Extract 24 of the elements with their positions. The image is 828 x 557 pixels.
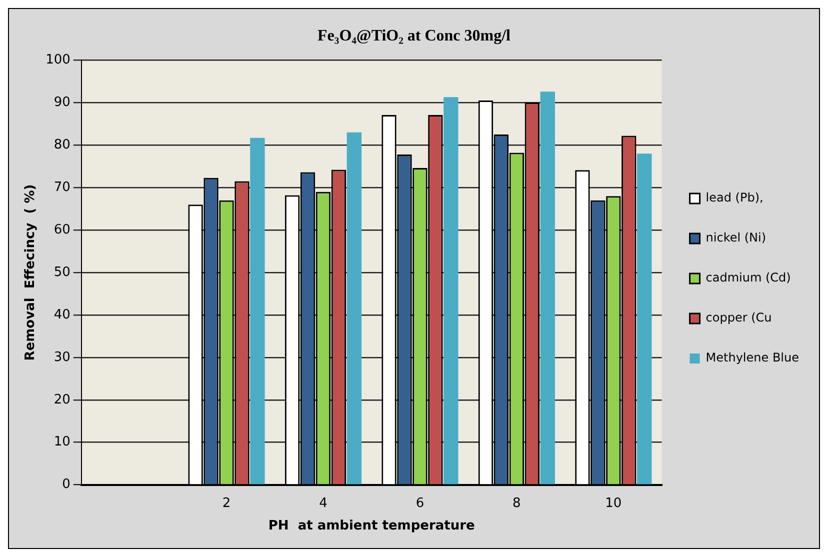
x-tick-label: 4 <box>319 496 328 511</box>
y-tick-label: 100 <box>46 52 70 68</box>
y-tick-label: 20 <box>54 392 70 408</box>
y-axis-title: Removal Effecincy ( %) <box>23 184 38 361</box>
x-tick-label: 6 <box>416 496 424 511</box>
y-tick-label: 90 <box>54 95 70 110</box>
y-tick-label: 80 <box>54 137 70 152</box>
chart-title: Fe₃O₄@TiO₂ at Conc 30mg/l <box>318 28 512 45</box>
y-tick-label: 40 <box>54 307 70 322</box>
y-tick-label: 30 <box>54 350 70 365</box>
legend-label: lead (Pb), <box>706 190 764 205</box>
x-tick-label: 2 <box>222 496 231 511</box>
legend-label: cadmium (Cd) <box>706 270 791 285</box>
y-tick-label: 70 <box>54 180 70 195</box>
legend-label: nickel (Ni) <box>706 230 766 245</box>
y-tick-label: 60 <box>54 222 70 238</box>
legend-label: Methylene Blue <box>706 350 800 365</box>
x-tick-label: 8 <box>512 496 521 511</box>
y-tick-label: 10 <box>54 434 70 450</box>
x-tick-label: 10 <box>605 496 622 511</box>
y-tick-label: 0 <box>62 477 70 492</box>
legend-label: copper (Cu <box>706 310 772 325</box>
y-tick-label: 50 <box>54 264 70 280</box>
x-axis-title: PH at ambient temperature <box>268 518 475 534</box>
